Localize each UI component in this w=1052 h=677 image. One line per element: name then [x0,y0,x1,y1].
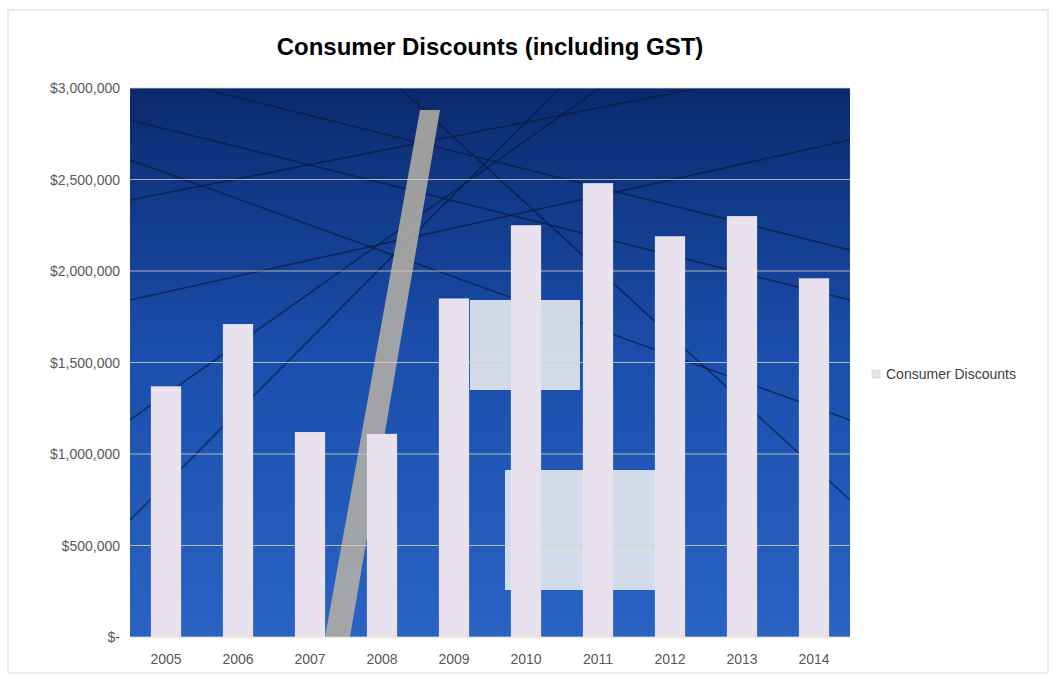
bar [511,225,541,637]
y-tick-label: $1,000,000 [50,446,120,462]
x-tick-label: 2009 [438,651,469,667]
x-tick-label: 2011 [583,651,613,667]
legend: Consumer Discounts [872,366,1016,382]
y-tick-label: $1,500,000 [50,355,120,371]
chart-title: Consumer Discounts (including GST) [277,33,704,60]
bar [583,183,613,637]
grid [130,88,850,637]
bar [151,386,181,637]
y-tick-label: $500,000 [62,538,121,554]
grid-line [130,88,850,89]
bar [799,278,829,637]
chart-frame [8,10,1048,673]
grid-line [130,179,850,180]
x-tick-label: 2006 [222,651,253,667]
x-tick-label: 2010 [510,651,541,667]
y-tick-label: $2,500,000 [50,172,120,188]
legend-swatch [872,370,880,378]
x-tick-label: 2007 [294,651,325,667]
legend-label: Consumer Discounts [886,366,1016,382]
x-tick-label: 2014 [798,651,829,667]
bar [367,434,397,637]
bars [151,183,829,637]
x-tick-label: 2013 [726,651,757,667]
chart-container: $- $500,000 $1,000,000 $1,500,000 $2,000,000… [0,0,1052,677]
background-decoration [130,88,850,637]
bar [727,216,757,637]
x-tick-label: 2008 [366,651,397,667]
bar [295,432,325,637]
decor-pole [325,110,440,637]
chart-svg: $- $500,000 $1,000,000 $1,500,000 $2,000,000… [0,0,1052,677]
y-tick-label: $3,000,000 [50,80,120,96]
plot-background [130,88,850,637]
y-axis: $- $500,000 $1,000,000 $1,500,000 $2,000,000… [50,80,120,645]
bar [439,298,469,637]
x-axis: 2005 2006 2007 2008 2009 2010 2011 2012 2013 2014 [150,651,829,667]
y-tick-label: $2,000,000 [50,263,120,279]
bar [223,324,253,637]
x-tick-label: 2012 [654,651,685,667]
bar [655,236,685,637]
y-tick-label: $- [108,629,121,645]
x-tick-label: 2005 [150,651,181,667]
